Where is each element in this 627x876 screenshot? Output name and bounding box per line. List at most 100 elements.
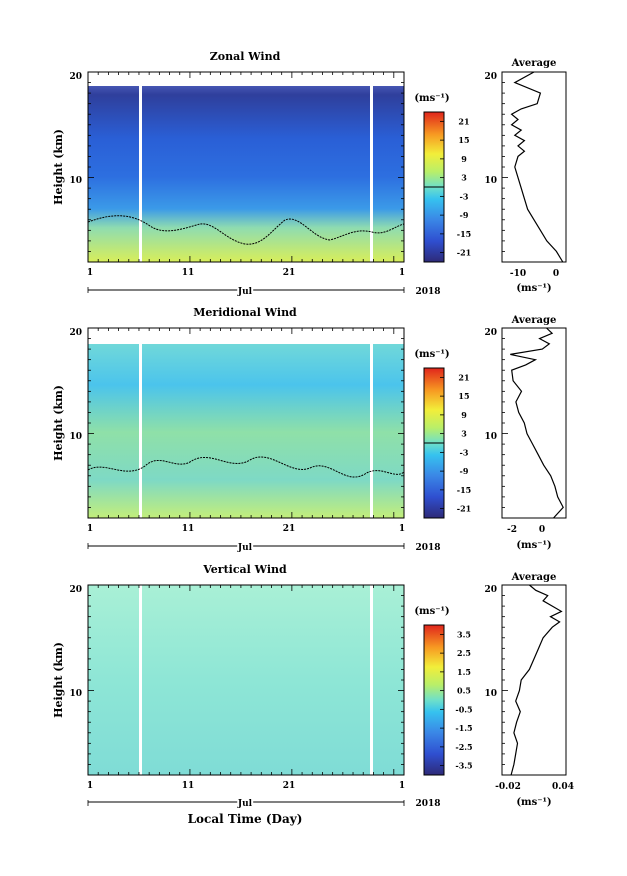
meridional-cbar-tick-label: -9 <box>460 466 469 476</box>
zonal-cbar-tick-label: -9 <box>460 210 469 220</box>
vertical-cbar-ticks: 3.5 2.5 1.5 0.5 -0.5 -1.5 -2.5 -3.5 <box>440 629 473 771</box>
meridional-profile-line <box>510 327 564 519</box>
meridional-profile-xlabel: (ms⁻¹) <box>516 540 551 551</box>
meridional-xtick-1b: 1 <box>399 524 405 534</box>
meridional-cbar-tick-label: 21 <box>458 372 469 382</box>
meridional-cbar-tick-label: -21 <box>457 504 471 514</box>
vertical-heatmap <box>88 585 404 775</box>
meridional-profile-frame <box>501 327 567 519</box>
vertical-cbar-tick-label: 0.5 <box>457 686 471 696</box>
zonal-profile-ytick-10: 10 <box>484 176 497 186</box>
vertical-colorbar <box>423 624 445 776</box>
vertical-month-label: Jul <box>237 799 253 809</box>
zonal-cbar-tick-label: -15 <box>457 229 471 239</box>
vertical-gap-right <box>370 585 373 775</box>
zonal-xtick-1b: 1 <box>399 268 405 278</box>
zonal-cbar-tick-label: 21 <box>458 116 469 126</box>
zonal-xtick-11: 11 <box>182 268 195 278</box>
vertical-profile-xtick-a: -0.02 <box>495 782 521 792</box>
zonal-cbar-tick-label: 3 <box>461 173 467 183</box>
vertical-cbar-tick-label: -1.5 <box>455 723 472 733</box>
axis-ticks <box>87 71 508 806</box>
vertical-ytick-20: 20 <box>69 585 82 595</box>
vertical-profile-xlabel: (ms⁻¹) <box>516 797 551 808</box>
meridional-title: Meridional Wind <box>193 306 297 319</box>
zonal-title: Zonal Wind <box>210 50 281 63</box>
zonal-cbar-tick-label: -3 <box>460 191 469 201</box>
meridional-cbar-tick-label: 9 <box>461 410 467 420</box>
vertical-profile-ytick-10: 10 <box>484 689 497 699</box>
vertical-profile-title: Average <box>511 572 557 583</box>
meridional-profile-title: Average <box>511 315 557 326</box>
zonal-gap-top <box>88 72 404 86</box>
meridional-ytick-20: 20 <box>69 328 82 338</box>
zonal-profile-xtick-b: 0 <box>553 269 559 279</box>
vertical-xtick-11: 11 <box>182 781 195 791</box>
vertical-cbar-tick-label: -0.5 <box>455 704 472 714</box>
zonal-cbar-tick-label: 9 <box>461 154 467 164</box>
zonal-profile-title: Average <box>511 58 557 69</box>
vertical-profile-xtick-b: 0.04 <box>552 782 574 792</box>
zonal-cbar-tick-label: 15 <box>458 135 469 145</box>
meridional-cbar-tick-label: 15 <box>458 391 469 401</box>
meridional-month-label: Jul <box>237 543 253 553</box>
vertical-ylabel: Height (km) <box>52 642 65 718</box>
meridional-contour <box>87 456 405 478</box>
vertical-profile-ytick-20: 20 <box>484 585 497 595</box>
vertical-cbar-unit: (ms⁻¹) <box>414 606 449 617</box>
x-axis-title: Local Time (Day) <box>188 812 303 826</box>
zonal-panel: Zonal Wind 20 10 Height (km) 1 11 21 1 J… <box>52 50 567 299</box>
meridional-gap-top <box>88 328 404 344</box>
vertical-gap-left <box>139 585 142 775</box>
meridional-ylabel: Height (km) <box>52 385 65 461</box>
zonal-profile-ytick-20: 20 <box>484 72 497 82</box>
meridional-cbar-unit: (ms⁻¹) <box>414 349 449 360</box>
meridional-cbar-ticks: 21 15 9 3 -3 -9 -15 -21 <box>440 372 471 514</box>
vertical-xtick-21: 21 <box>283 781 296 791</box>
meridional-xtick-21: 21 <box>283 524 296 534</box>
meridional-cbar-tick-label: 3 <box>461 429 467 439</box>
zonal-ylabel: Height (km) <box>52 129 65 205</box>
vertical-xtick-1b: 1 <box>399 781 405 791</box>
zonal-xtick-1: 1 <box>87 268 93 278</box>
meridional-profile-xtick-a: -2 <box>507 525 517 535</box>
meridional-xtick-1: 1 <box>87 524 93 534</box>
zonal-profile-xtick-a: -10 <box>510 269 526 279</box>
meridional-profile-ytick-10: 10 <box>484 432 497 442</box>
vertical-panel: Vertical Wind 20 10 Height (km) 1 11 21 … <box>52 563 574 826</box>
zonal-cbar-tick-label: -21 <box>457 248 471 258</box>
meridional-gap-right <box>370 344 373 518</box>
zonal-profile-frame <box>501 71 567 263</box>
vertical-cbar-tick-label: 3.5 <box>457 629 471 639</box>
vertical-cbar-tick-label: 2.5 <box>457 648 471 658</box>
vertical-profile-line <box>510 584 563 776</box>
vertical-cbar-tick-label: 1.5 <box>457 667 471 677</box>
zonal-contour <box>87 215 405 245</box>
vertical-ytick-10: 10 <box>69 689 82 699</box>
zonal-month-label: Jul <box>237 287 253 297</box>
meridional-heatmap <box>87 328 405 518</box>
meridional-profile-ytick-20: 20 <box>484 328 497 338</box>
meridional-cbar-tick-label: -3 <box>460 447 469 457</box>
meridional-xtick-11: 11 <box>182 524 195 534</box>
vertical-year-label: 2018 <box>415 799 440 809</box>
meridional-year-label: 2018 <box>415 543 440 553</box>
zonal-gap-left <box>139 86 142 262</box>
meridional-profile-xtick-b: 0 <box>539 525 545 535</box>
vertical-cbar-tick-label: -2.5 <box>455 742 472 752</box>
meridional-ytick-10: 10 <box>69 432 82 442</box>
vertical-title: Vertical Wind <box>202 563 287 576</box>
zonal-heatmap <box>87 72 405 262</box>
zonal-year-label: 2018 <box>415 287 440 297</box>
zonal-heatmap-field <box>88 72 404 262</box>
meridional-gap-left <box>139 344 142 518</box>
vertical-heatmap-field <box>88 585 404 775</box>
zonal-cbar-unit: (ms⁻¹) <box>414 93 449 104</box>
vertical-cbar-tick-label: -3.5 <box>455 761 472 771</box>
vertical-xtick-1: 1 <box>87 781 93 791</box>
zonal-gap-right <box>370 86 373 262</box>
zonal-xtick-21: 21 <box>283 268 296 278</box>
zonal-cbar-ticks: 21 15 9 3 -3 -9 -15 -21 <box>440 116 471 258</box>
meridional-heatmap-field <box>88 328 404 518</box>
